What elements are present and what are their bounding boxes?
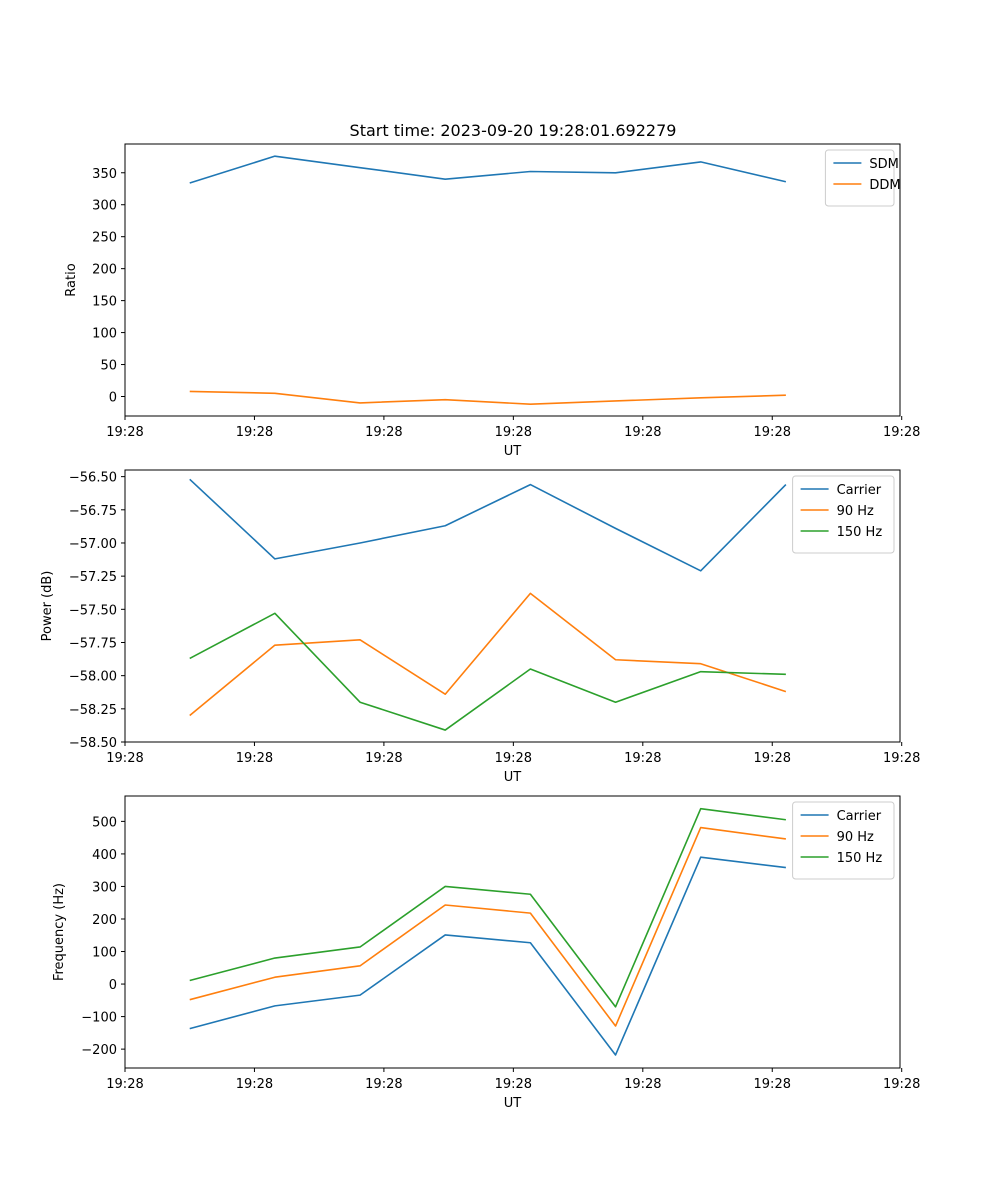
legend-label: SDM: [869, 157, 898, 172]
y-tick-label: −57.75: [69, 636, 117, 651]
y-tick-label: −58.50: [69, 736, 117, 751]
y-tick-label: 150: [92, 295, 117, 310]
figure-title: Start time: 2023-09-20 19:28:01.692279: [350, 121, 677, 140]
legend-box: [792, 475, 895, 554]
chart-panel-1: 19:28 19:28 19:28 19:28 19:28 19:28 19:28 0 50 10…: [64, 143, 920, 459]
x-tick-label: 19:28: [236, 425, 273, 440]
x-tick-label: 19:28: [495, 425, 532, 440]
x-tick-label: 19:28: [236, 751, 273, 766]
x-tick-label: 19:28: [106, 425, 143, 440]
y-tick-label: −56.75: [69, 504, 117, 519]
x-tick-label: 19:28: [495, 1077, 532, 1092]
chart-panel-3: 19:28 19:28 19:28 19:28 19:28 19:28 19:28 −200 −…: [52, 795, 920, 1111]
y-tick-label: 0: [109, 978, 117, 993]
legend-label: 150 Hz: [837, 851, 883, 866]
x-tick-label: 19:28: [106, 751, 143, 766]
y-tick-label: −58.25: [69, 703, 117, 718]
x-tick-label: 19:28: [883, 1077, 920, 1092]
axes-frame: [124, 143, 901, 417]
y-tick-label: −57.25: [69, 570, 117, 585]
x-axis-label: UT: [504, 444, 522, 459]
series-line-carrier: [189, 856, 786, 1056]
x-tick-label: 19:28: [106, 1077, 143, 1092]
y-tick-label: 300: [92, 199, 117, 214]
y-tick-label: −200: [81, 1043, 117, 1058]
legend-label: 90 Hz: [837, 504, 874, 519]
x-tick-label: 19:28: [754, 751, 791, 766]
legend: SDM DDM: [824, 149, 901, 207]
x-tick-label: 19:28: [883, 425, 920, 440]
legend-box: [824, 149, 895, 207]
series-line-150-hz: [189, 807, 786, 1008]
x-axis-label: UT: [504, 1096, 522, 1111]
axes-frame: [124, 469, 901, 743]
series-line-90-hz: [189, 592, 787, 717]
y-tick-label: 100: [92, 946, 117, 961]
x-tick-label: 19:28: [754, 425, 791, 440]
legend-label: Carrier: [837, 483, 882, 498]
y-tick-label: 200: [92, 263, 117, 278]
y-tick-label: 100: [92, 327, 117, 342]
y-tick-label: 0: [109, 391, 117, 406]
axes-frame: [124, 795, 901, 1069]
y-tick-label: 250: [92, 231, 117, 246]
y-tick-label: −57.00: [69, 537, 117, 552]
x-axis-label: UT: [504, 770, 522, 785]
legend-label: 150 Hz: [837, 525, 883, 540]
y-tick-label: 500: [92, 815, 117, 830]
y-tick-label: −56.50: [69, 471, 117, 486]
legend-box: [792, 801, 895, 880]
x-tick-label: 19:28: [754, 1077, 791, 1092]
series-line-ddm: [189, 390, 786, 405]
x-tick-label: 19:28: [624, 1077, 661, 1092]
legend: Carrier 90 Hz 150 Hz: [792, 475, 895, 554]
y-tick-label: 50: [100, 359, 117, 374]
y-tick-label: −57.50: [69, 603, 117, 618]
legend-label: 90 Hz: [837, 830, 874, 845]
y-tick-label: −58.00: [69, 670, 117, 685]
series-line-sdm: [189, 155, 787, 184]
x-tick-label: 19:28: [365, 1077, 402, 1092]
series-line-carrier: [189, 478, 787, 572]
legend-label: DDM: [869, 178, 900, 193]
y-axis-label: Power (dB): [40, 571, 55, 642]
y-tick-label: 350: [92, 167, 117, 182]
y-axis-label: Ratio: [64, 263, 79, 296]
y-tick-label: 200: [92, 913, 117, 928]
x-tick-label: 19:28: [236, 1077, 273, 1092]
chart-panel-2: 19:28 19:28 19:28 19:28 19:28 19:28 19:28−58.5…: [40, 469, 920, 785]
x-tick-label: 19:28: [365, 425, 402, 440]
legend: Carrier 90 Hz 150 Hz: [792, 801, 895, 880]
x-tick-label: 19:28: [624, 751, 661, 766]
x-tick-label: 19:28: [365, 751, 402, 766]
x-tick-label: 19:28: [495, 751, 532, 766]
y-tick-label: −100: [81, 1011, 117, 1026]
series-line-90-hz: [189, 826, 786, 1027]
x-tick-label: 19:28: [624, 425, 661, 440]
x-tick-label: 19:28: [883, 751, 920, 766]
legend-label: Carrier: [837, 809, 882, 824]
y-tick-label: 400: [92, 848, 117, 863]
series-line-150-hz: [189, 612, 786, 731]
y-axis-label: Frequency (Hz): [52, 883, 67, 981]
y-tick-label: 300: [92, 880, 117, 895]
